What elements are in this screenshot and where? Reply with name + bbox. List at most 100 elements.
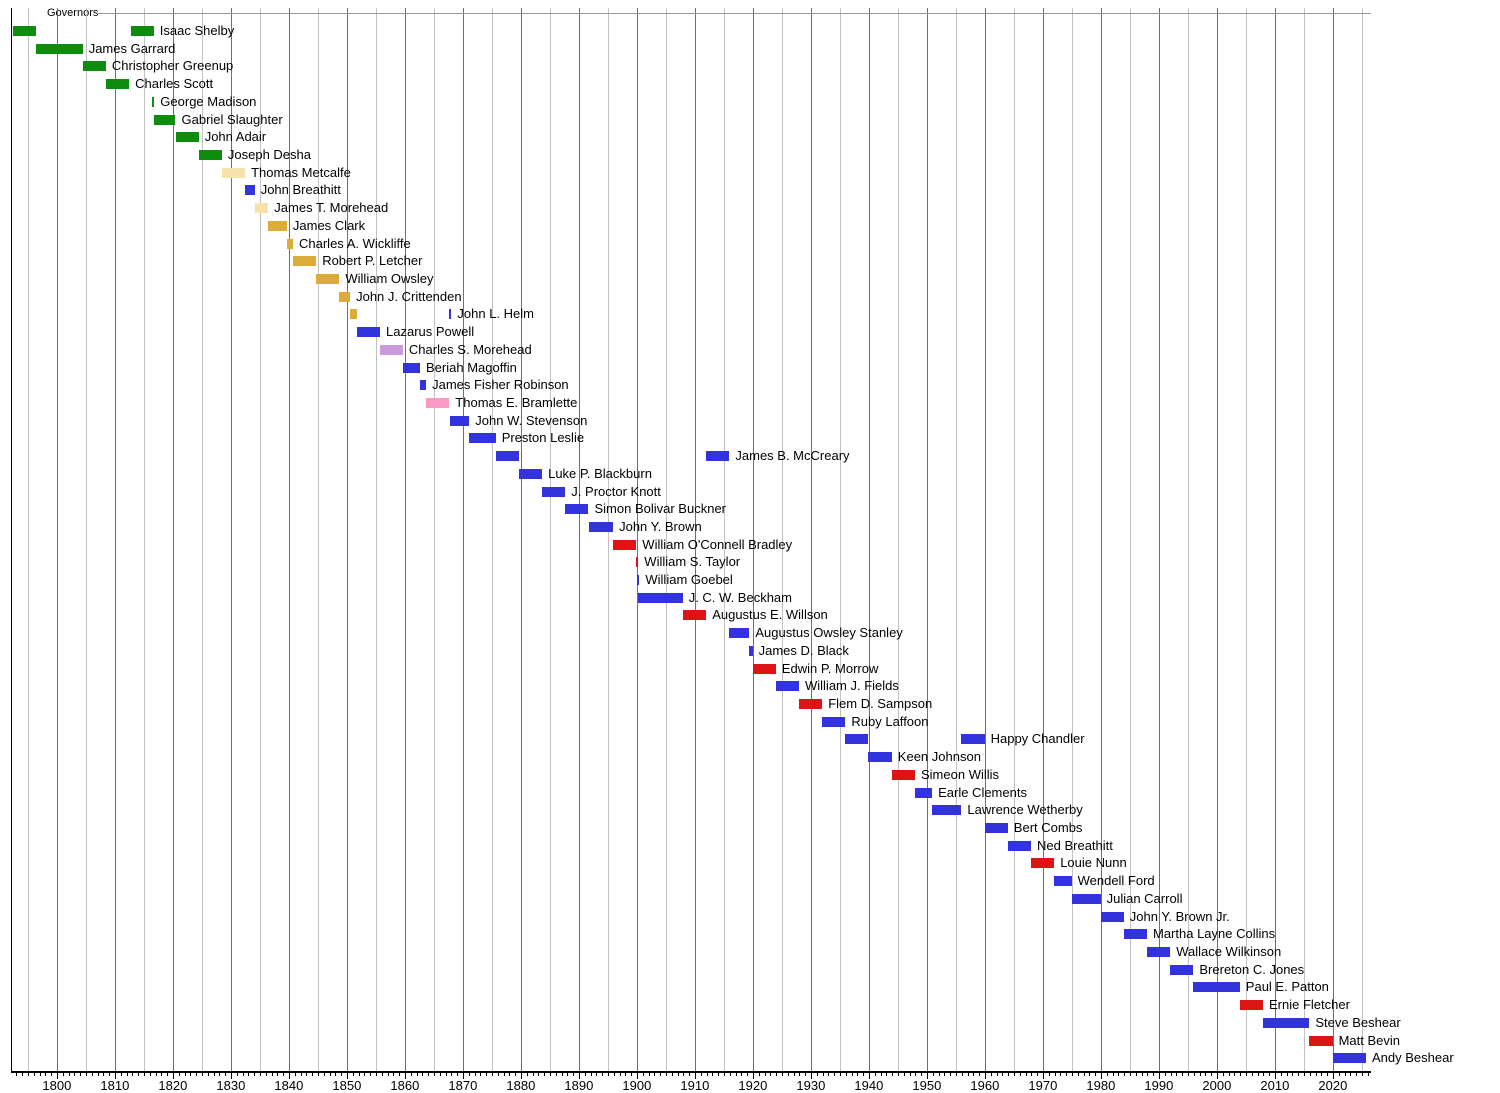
governor-label: Augustus Owsley Stanley — [755, 625, 903, 641]
axis-tick-minor — [428, 1072, 430, 1076]
axis-tick-minor — [457, 1072, 459, 1076]
axis-tick-major — [1100, 1072, 1102, 1079]
gridline-minor — [1245, 8, 1247, 1071]
axis-tick-minor — [1234, 1072, 1236, 1076]
axis-tick-minor — [381, 1072, 383, 1076]
term-bar — [198, 150, 222, 160]
gridline-minor — [317, 8, 319, 1071]
axis-year-label: 1940 — [854, 1078, 884, 1093]
governor-label: John Adair — [204, 129, 267, 145]
axis-tick-minor — [1002, 1072, 1004, 1076]
axis-tick-minor — [1112, 1072, 1114, 1076]
gridline-minor — [375, 8, 377, 1071]
term-bar — [1100, 911, 1124, 922]
axis-tick-minor — [1008, 1072, 1010, 1076]
axis-tick-minor — [132, 1072, 134, 1076]
axis-tick-minor — [897, 1072, 899, 1076]
gridline-decade — [462, 8, 464, 1071]
axis-tick-minor — [915, 1072, 917, 1076]
gridline-minor — [955, 8, 957, 1071]
axis-tick-major — [984, 1072, 986, 1079]
axis-tick-minor — [845, 1072, 847, 1076]
governor-label: Simon Bolivar Buckner — [594, 501, 727, 517]
axis-tick-minor — [735, 1072, 737, 1076]
axis-tick-minor — [1019, 1072, 1021, 1076]
governor-label: Keen Johnson — [897, 749, 981, 765]
axis-tick-minor — [1240, 1072, 1242, 1076]
governor-label: Charles S. Morehead — [408, 341, 532, 357]
axis-tick-minor — [1182, 1072, 1184, 1076]
term-bar — [932, 805, 962, 816]
axis-tick-minor — [822, 1072, 824, 1076]
gridline-decade — [984, 8, 986, 1071]
axis-tick-minor — [399, 1072, 401, 1076]
axis-tick-minor — [921, 1072, 923, 1076]
term-bar — [752, 663, 776, 674]
axis-year-label: 2020 — [1318, 1078, 1348, 1093]
axis-tick-minor — [358, 1072, 360, 1076]
governor-label: Charles Scott — [135, 76, 214, 92]
axis-tick-minor — [723, 1072, 725, 1076]
axis-tick-minor — [1141, 1072, 1143, 1076]
axis-tick-minor — [1269, 1072, 1271, 1076]
axis-tick-minor — [1089, 1072, 1091, 1076]
axis-tick-minor — [1170, 1072, 1172, 1076]
axis-tick-minor — [944, 1072, 946, 1076]
gridline-decade — [56, 8, 58, 1071]
axis-tick-minor — [236, 1072, 238, 1076]
axis-tick-minor — [967, 1072, 969, 1076]
axis-tick-major — [114, 1072, 116, 1079]
gridline-minor — [27, 8, 29, 1071]
axis-tick-minor — [909, 1072, 911, 1076]
axis-tick-minor — [1338, 1072, 1340, 1076]
axis-tick-minor — [1153, 1072, 1155, 1076]
axis-tick-major — [752, 1072, 754, 1079]
axis-tick-minor — [671, 1072, 673, 1076]
gridline-decade — [1100, 8, 1102, 1071]
axis-tick-major — [1274, 1072, 1276, 1079]
term-bar — [682, 610, 707, 621]
axis-tick-major — [172, 1072, 174, 1079]
governor-label: Ned Breathitt — [1037, 837, 1113, 853]
term-bar — [293, 256, 317, 267]
term-bar — [729, 628, 750, 639]
axis-tick-minor — [590, 1072, 592, 1076]
axis-tick-minor — [1286, 1072, 1288, 1076]
axis-tick-minor — [364, 1072, 366, 1076]
axis-year-label: 1910 — [680, 1078, 710, 1093]
axis-tick-minor — [27, 1072, 29, 1076]
axis-tick-minor — [317, 1072, 319, 1076]
axis-tick-major — [1216, 1072, 1218, 1079]
gridline-minor — [201, 8, 203, 1071]
axis-year-label: 1880 — [506, 1078, 536, 1093]
governor-label: Julian Carroll — [1106, 890, 1183, 906]
term-bar — [1123, 929, 1147, 940]
axis-tick-minor — [665, 1072, 667, 1076]
axis-tick-minor — [329, 1072, 331, 1076]
axis-year-label: 1820 — [158, 1078, 188, 1093]
axis-tick-minor — [648, 1072, 650, 1076]
axis-tick-minor — [1095, 1072, 1097, 1076]
axis-tick-minor — [561, 1072, 563, 1076]
axis-tick-minor — [1356, 1072, 1358, 1076]
axis-tick-minor — [851, 1072, 853, 1076]
gridline-minor — [1129, 8, 1131, 1071]
gridline-decade — [810, 8, 812, 1071]
axis-tick-minor — [1187, 1072, 1189, 1076]
axis-tick-minor — [352, 1072, 354, 1076]
axis-tick-minor — [677, 1072, 679, 1076]
axis-year-label: 1810 — [100, 1078, 130, 1093]
axis-tick-minor — [834, 1072, 836, 1076]
term-bar — [36, 43, 83, 54]
gridline-minor — [549, 8, 551, 1071]
gridline-minor — [491, 8, 493, 1071]
term-bar — [221, 167, 246, 178]
axis-tick-minor — [1013, 1072, 1015, 1076]
term-bar — [613, 539, 637, 550]
governor-label: Steve Beshear — [1315, 1014, 1401, 1030]
governor-label: William S. Taylor — [644, 554, 741, 570]
term-bar — [1170, 964, 1194, 975]
term-bar — [775, 681, 799, 692]
axis-year-label: 1960 — [970, 1078, 1000, 1093]
